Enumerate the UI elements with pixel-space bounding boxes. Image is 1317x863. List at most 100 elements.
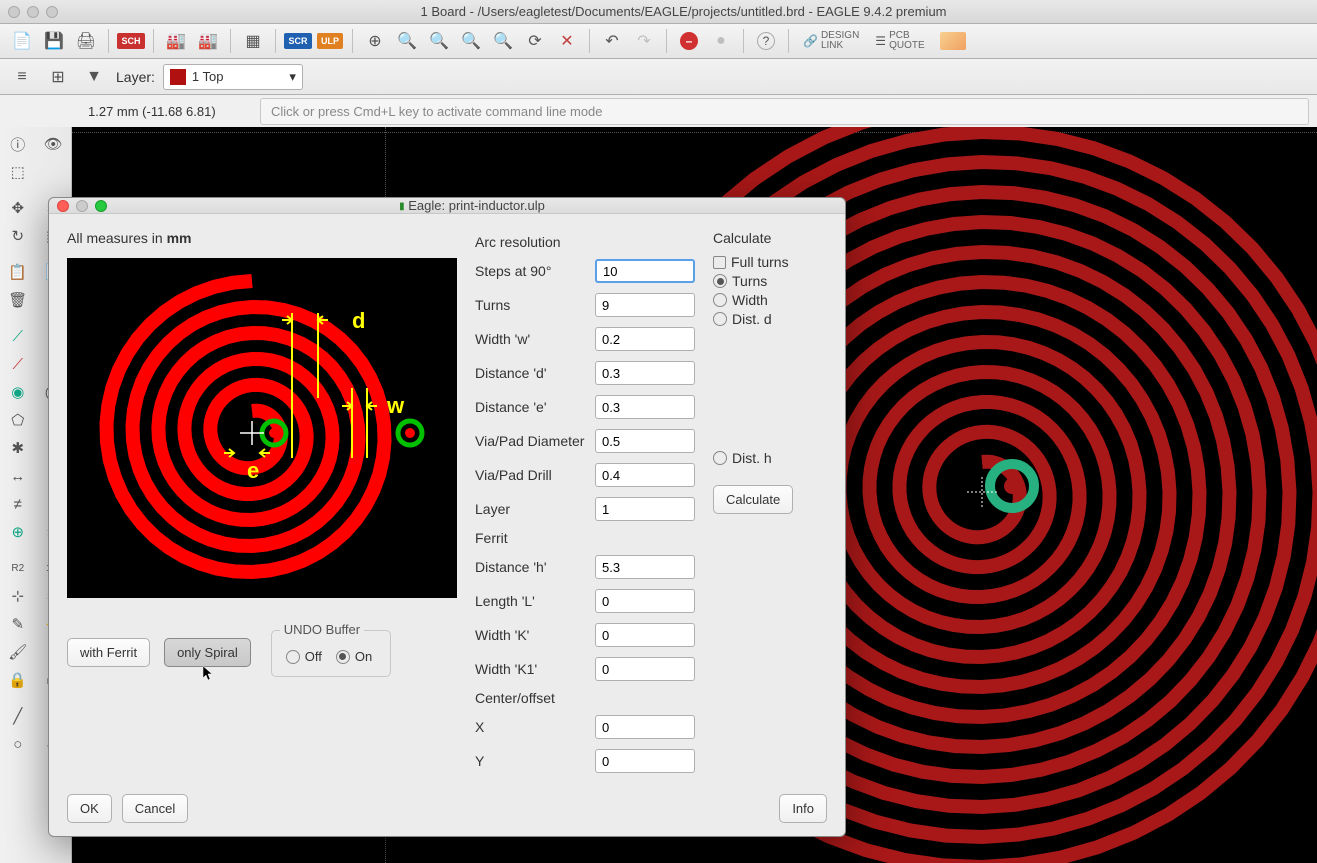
layer-selected: 1 Top: [192, 69, 224, 84]
dialog-minimize-icon[interactable]: [76, 200, 88, 212]
paint-tool[interactable]: 🖌: [4, 639, 32, 665]
add-tool[interactable]: ⊕: [4, 519, 32, 545]
dialog-zoom-icon[interactable]: [95, 200, 107, 212]
select-tool[interactable]: ⬚: [4, 159, 32, 185]
zoom-window-button[interactable]: 🔍: [457, 27, 485, 55]
redo-button[interactable]: ↷: [630, 27, 658, 55]
name-tool[interactable]: R2: [4, 555, 32, 581]
dist-h-input[interactable]: [595, 555, 695, 579]
polygon-tool[interactable]: ⬠: [4, 407, 32, 433]
line-tool[interactable]: ╱: [4, 703, 32, 729]
save-button[interactable]: 💾: [40, 27, 68, 55]
zoom-in-button[interactable]: 🔍: [393, 27, 421, 55]
info-tool[interactable]: ⓘ: [4, 131, 32, 157]
go-button[interactable]: ●: [707, 27, 735, 55]
rotate-tool[interactable]: ↻: [4, 223, 32, 249]
zoom-out-button[interactable]: 🔍: [425, 27, 453, 55]
manufacture-button[interactable]: 🏭: [194, 27, 222, 55]
center-section-header: Center/offset: [475, 690, 695, 706]
y-input[interactable]: [595, 749, 695, 773]
grid-icon: ▦: [245, 31, 260, 51]
zoom-window-icon[interactable]: [46, 6, 58, 18]
zoom-out-icon: 🔍: [429, 31, 449, 51]
print-button[interactable]: 🖨: [72, 27, 100, 55]
calc-disth-radio[interactable]: Dist. h: [713, 450, 827, 466]
minimize-window-icon[interactable]: [27, 6, 39, 18]
width-k-input[interactable]: [595, 623, 695, 647]
design-link-button[interactable]: 🔗DESIGN LINK: [797, 27, 865, 55]
dist-e-input[interactable]: [595, 395, 695, 419]
script-button[interactable]: SCR: [284, 27, 312, 55]
circle-tool[interactable]: ○: [4, 731, 32, 757]
ok-button[interactable]: OK: [67, 794, 112, 823]
zoom-select-button[interactable]: 🔍: [489, 27, 517, 55]
schematic-button[interactable]: SCH: [117, 27, 145, 55]
pcb-quote-button[interactable]: ☰PCB QUOTE: [869, 27, 930, 55]
crossref-button[interactable]: ✕: [553, 27, 581, 55]
library-button[interactable]: ▦: [239, 27, 267, 55]
only-spiral-button[interactable]: only Spiral: [164, 638, 251, 667]
ratsnest-tool[interactable]: ✱: [4, 435, 32, 461]
dimension-tool[interactable]: ↔: [4, 463, 32, 489]
len-l-input[interactable]: [595, 589, 695, 613]
stop-button[interactable]: –: [675, 27, 703, 55]
calculate-button[interactable]: Calculate: [713, 485, 793, 514]
filter-icon: ▼: [86, 68, 102, 86]
measures-label: All measures in mm: [67, 230, 457, 246]
undo-on-radio[interactable]: On: [336, 649, 372, 664]
show-tool[interactable]: 👁: [39, 131, 67, 157]
ulp-button[interactable]: ULP: [316, 27, 344, 55]
dialog-close-icon[interactable]: [57, 200, 69, 212]
undo-icon: ↶: [605, 31, 618, 51]
zoom-fit-button[interactable]: ⊕: [361, 27, 389, 55]
calc-turns-radio[interactable]: Turns: [713, 273, 827, 289]
layers-button[interactable]: ≡: [8, 63, 36, 91]
dist-d-input[interactable]: [595, 361, 695, 385]
print-icon: 🖨: [76, 31, 96, 51]
undo-off-radio[interactable]: Off: [286, 649, 322, 664]
move-tool[interactable]: ✥: [4, 195, 32, 221]
grid-toggle-button[interactable]: ⊞: [44, 63, 72, 91]
turns-input[interactable]: [595, 293, 695, 317]
pcb-quote-label: PCB QUOTE: [889, 31, 925, 51]
calculate-header: Calculate: [713, 230, 827, 246]
info-button[interactable]: Info: [779, 794, 827, 823]
stop-icon: –: [680, 32, 698, 50]
fusion-button[interactable]: [935, 27, 971, 55]
command-line[interactable]: Click or press Cmd+L key to activate com…: [260, 98, 1309, 125]
close-window-icon[interactable]: [8, 6, 20, 18]
filter-button[interactable]: ▼: [80, 63, 108, 91]
route-tool[interactable]: ⟋: [4, 323, 32, 349]
redraw-button[interactable]: ⟳: [521, 27, 549, 55]
help-button[interactable]: ?: [752, 27, 780, 55]
via-tool[interactable]: ◉: [4, 379, 32, 405]
calc-distd-radio[interactable]: Dist. d: [713, 311, 827, 327]
factory2-icon: 🏭: [198, 31, 218, 51]
coord-bar: 1.27 mm (-11.68 6.81) Click or press Cmd…: [0, 95, 1317, 127]
layer-select[interactable]: 1 Top ▾: [163, 64, 303, 90]
lock-tool[interactable]: 🔒: [4, 667, 32, 693]
ripup-tool[interactable]: ⟋: [4, 351, 32, 377]
list-icon: ☰: [875, 34, 886, 48]
via-drill-input[interactable]: [595, 463, 695, 487]
via-dia-input[interactable]: [595, 429, 695, 453]
slice-tool[interactable]: ≠: [4, 491, 32, 517]
layer-input[interactable]: [595, 497, 695, 521]
full-turns-check[interactable]: Full turns: [713, 254, 827, 270]
delete-tool[interactable]: 🗑: [4, 287, 32, 313]
smash-tool[interactable]: ⊹: [4, 583, 32, 609]
copy-tool[interactable]: 📋: [4, 259, 32, 285]
width-k1-input[interactable]: [595, 657, 695, 681]
x-input[interactable]: [595, 715, 695, 739]
width-w-input[interactable]: [595, 327, 695, 351]
steps-input[interactable]: [595, 259, 695, 283]
calc-width-radio[interactable]: Width: [713, 292, 827, 308]
ferrit-section-header: Ferrit: [475, 530, 695, 546]
cancel-button[interactable]: Cancel: [122, 794, 188, 823]
undo-button[interactable]: ↶: [598, 27, 626, 55]
help-icon: ?: [757, 32, 775, 50]
cam-button[interactable]: 🏭: [162, 27, 190, 55]
split-tool[interactable]: ✎: [4, 611, 32, 637]
open-button[interactable]: 📄: [8, 27, 36, 55]
with-ferrit-button[interactable]: with Ferrit: [67, 638, 150, 667]
